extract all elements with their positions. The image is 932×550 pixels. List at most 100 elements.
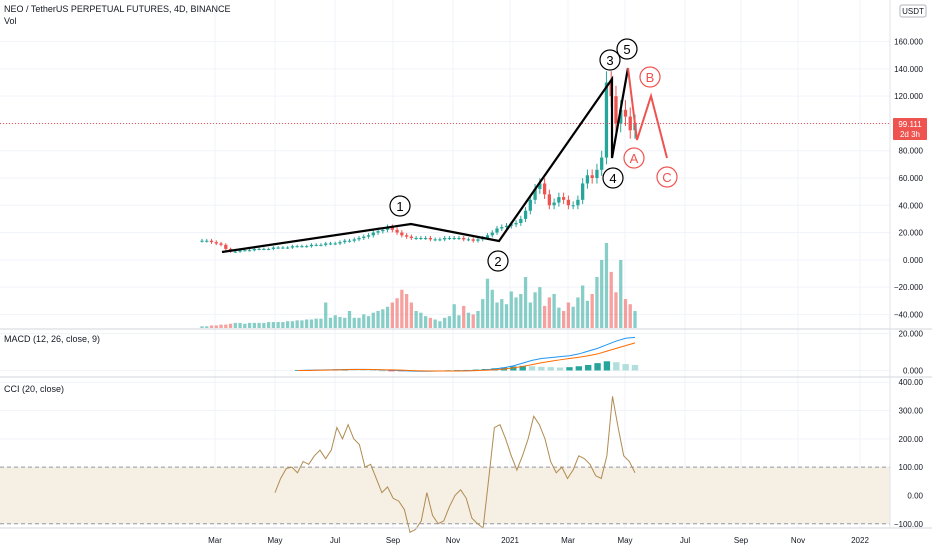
volume-bar: [295, 320, 299, 328]
price-tick-label: 0.000: [903, 256, 924, 265]
volume-bar: [390, 302, 394, 328]
candle-body: [614, 96, 618, 124]
time-tick-label: 2022: [851, 536, 869, 545]
volume-bar: [205, 326, 209, 328]
volume-bar: [585, 300, 590, 328]
volume-bar: [581, 285, 585, 328]
chart-title: NEO / TetherUS PERPETUAL FUTURES, 4D, BI…: [4, 4, 231, 14]
cci-tick-label: 300.00: [899, 407, 924, 416]
candle-body: [262, 248, 266, 250]
candle-body: [357, 238, 361, 240]
currency-badge[interactable]: USDT: [899, 4, 927, 18]
candle-body: [538, 183, 542, 189]
candle-body: [205, 240, 209, 242]
macd-histogram-bar: [603, 361, 611, 371]
volume-bar: [609, 271, 613, 328]
candle-body: [523, 210, 528, 219]
candle-body: [519, 218, 523, 223]
volume-bar: [619, 260, 623, 328]
candle-body: [533, 188, 537, 200]
candle-body: [471, 239, 475, 241]
price-candles: [0, 71, 890, 253]
candle-body: [366, 235, 371, 237]
volume-bar: [319, 318, 323, 328]
volume-bar: [300, 320, 304, 328]
wave-label-circle: [616, 38, 638, 60]
cci-tick-label: 0.00: [907, 491, 923, 500]
volume-bar: [571, 306, 575, 328]
macd-histogram-bar: [575, 366, 583, 371]
candle-body: [619, 109, 623, 124]
volume-bar: [566, 302, 571, 328]
time-tick-label: Sep: [386, 536, 401, 545]
candle-body: [314, 244, 318, 246]
volume-bar: [286, 321, 290, 328]
macd-histogram-bar: [566, 367, 573, 371]
wave-label-5: 5: [623, 42, 630, 57]
time-tick-label: Nov: [791, 536, 805, 545]
candle-body: [466, 239, 471, 241]
candle-body: [495, 228, 499, 233]
volume-bar: [576, 297, 580, 328]
volume-bar: [333, 315, 337, 328]
volume-bar: [290, 321, 295, 328]
abc-label-C: C: [662, 170, 671, 185]
time-axis[interactable]: Mar May Jul Sep Nov 2021 Mar May Jul Sep Nov 2022: [208, 536, 869, 545]
wave-label-2: 2: [494, 254, 501, 269]
candle-body: [381, 229, 385, 232]
candle-body: [352, 239, 356, 241]
volume-bar: [376, 311, 380, 328]
candle-body: [623, 109, 628, 117]
volume-bar: [309, 319, 314, 328]
macd-histogram-bar: [369, 370, 377, 371]
correction-path: [627, 67, 668, 159]
wave-label-circle: [389, 195, 411, 217]
volume-label: Vol: [4, 16, 17, 26]
volume-bar: [266, 322, 271, 328]
cci-tick-label: 400.00: [899, 378, 924, 387]
volume-bar: [324, 302, 328, 328]
volume-bar: [409, 302, 414, 328]
wave-label-4: 4: [609, 171, 616, 186]
cci-band: [0, 466, 890, 525]
candle-body: [423, 238, 428, 239]
last-price-box: [893, 118, 927, 140]
volume-bar: [314, 318, 318, 328]
volume-bar: [224, 324, 228, 328]
wave-label-circle: [602, 167, 624, 189]
candle-body: [585, 175, 590, 184]
volume-bar: [419, 312, 423, 328]
volume-bar: [381, 309, 385, 328]
volume-bar: [523, 277, 528, 328]
candle-body: [324, 243, 328, 245]
candle-body: [600, 157, 604, 170]
macd-histogram-bar: [622, 364, 629, 371]
wave-label-circle: [599, 49, 621, 71]
volume-bar: [257, 322, 261, 328]
volume-bar: [519, 294, 523, 328]
abc-label-circle: [639, 66, 661, 88]
candle-body: [266, 248, 271, 250]
pane-dividers: [0, 328, 932, 529]
candle-body: [571, 205, 575, 207]
time-tick-label: Sep: [734, 536, 749, 545]
candle-body: [295, 246, 299, 248]
macd-tick-label: 0.000: [903, 366, 924, 375]
price-axis[interactable]: 160.000140.000120.000100.00080.00060.000…: [889, 0, 924, 529]
volume-bar: [500, 299, 504, 328]
candle-body: [433, 239, 437, 241]
macd-histogram-bar: [613, 362, 620, 371]
candle-body: [257, 248, 261, 250]
volume-bar: [385, 306, 390, 328]
volume-bar: [614, 292, 618, 328]
candle-body: [200, 240, 204, 242]
candle-body: [604, 82, 609, 158]
volume-bar: [443, 317, 447, 328]
volume-bar: [547, 297, 551, 328]
candle-body: [552, 202, 556, 206]
candle-body: [319, 244, 323, 246]
volume-bar: [590, 294, 594, 328]
time-tick-label: Mar: [561, 536, 575, 545]
volume-bar: [243, 323, 247, 328]
